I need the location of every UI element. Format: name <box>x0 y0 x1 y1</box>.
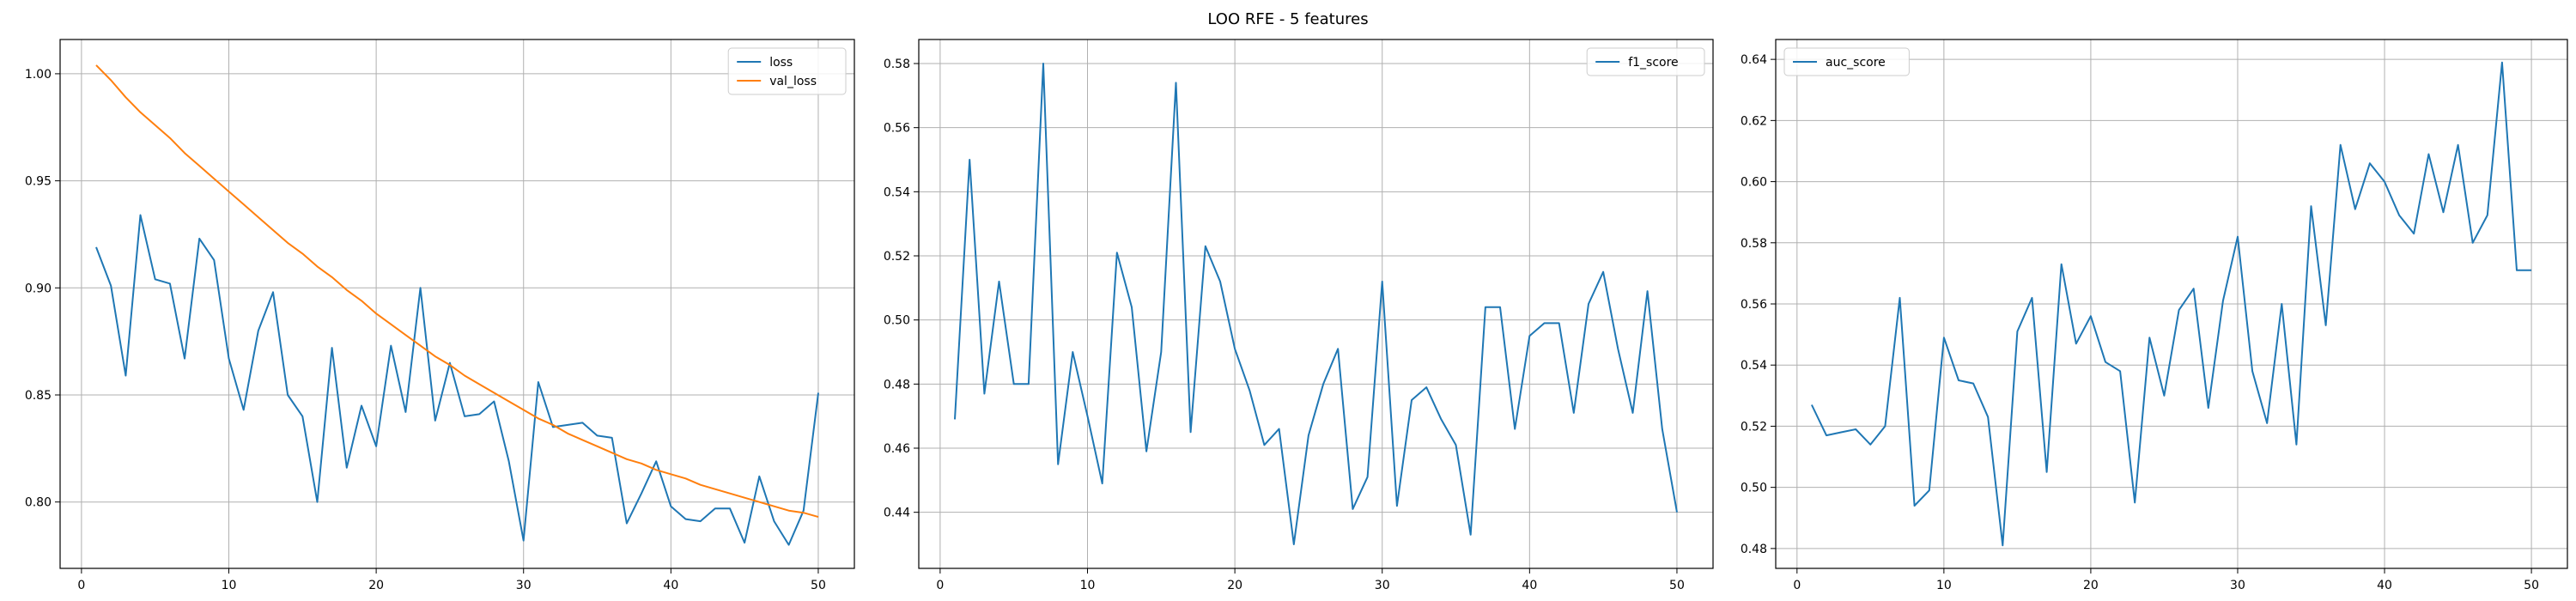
y-tick-label: 1.00 <box>25 68 52 82</box>
x-tick-label: 50 <box>1669 579 1685 592</box>
x-tick-label: 20 <box>368 579 384 592</box>
legend: auc_score <box>1783 47 1910 76</box>
x-tick-label: 0 <box>936 579 944 592</box>
legend-label: f1_score <box>1628 56 1678 70</box>
subplot-1: 0 10 20 30 40 50 0.80 0.85 0.90 0.95 1.00 loss val_l… <box>25 39 855 592</box>
axes-frame <box>59 39 855 569</box>
x-tick-label: 10 <box>1936 579 1952 592</box>
legend-label: auc_score <box>1826 56 1886 70</box>
legend-label: loss <box>769 56 793 70</box>
y-tick-label: 0.60 <box>1741 176 1767 190</box>
y-tick-label: 0.56 <box>884 122 910 136</box>
y-tick-label: 0.50 <box>884 314 910 328</box>
figure-title: LOO RFE - 5 features <box>1207 10 1368 28</box>
y-tick-label: 0.95 <box>25 175 52 189</box>
y-tick-label: 0.54 <box>1741 359 1767 373</box>
x-tick-label: 50 <box>2524 579 2539 592</box>
subplot-2: 0 10 20 30 40 50 0.44 0.46 0.48 0.50 0.52 0.54 0.56 0… <box>884 39 1714 592</box>
x-tick-label: 30 <box>2230 579 2245 592</box>
x-tick-label: 30 <box>1375 579 1390 592</box>
y-tick-label: 0.44 <box>884 507 910 520</box>
y-tick-label: 0.80 <box>25 496 52 510</box>
x-tick-label: 50 <box>811 579 826 592</box>
legend-box <box>1783 47 1910 76</box>
y-tick-label: 0.48 <box>884 378 910 392</box>
y-tick-label: 0.90 <box>25 282 52 295</box>
series-line-loss <box>95 214 819 546</box>
legend: f1_score <box>1586 47 1705 76</box>
axes-frame <box>918 39 1714 569</box>
legend-box <box>1586 47 1705 76</box>
y-tick-label: 0.58 <box>1741 237 1767 251</box>
x-tick-label: 0 <box>1793 579 1801 592</box>
y-tick-label: 0.85 <box>25 389 52 403</box>
y-tick-label: 0.52 <box>884 250 910 264</box>
x-tick-label: 40 <box>1522 579 1537 592</box>
x-tick-label: 0 <box>77 579 85 592</box>
y-tick-label: 0.50 <box>1741 482 1767 495</box>
legend-box <box>727 47 847 95</box>
x-tick-label: 20 <box>1227 579 1242 592</box>
subplots: 0 10 20 30 40 50 0.80 0.85 0.90 0.95 1.00 loss val_l… <box>25 39 2568 592</box>
x-tick-label: 30 <box>516 579 532 592</box>
y-tick-label: 0.64 <box>1741 53 1767 67</box>
x-tick-label: 20 <box>2083 579 2099 592</box>
series-line-auc-score <box>1810 61 2532 547</box>
y-tick-label: 0.54 <box>884 185 910 199</box>
x-tick-label: 40 <box>2377 579 2392 592</box>
y-tick-label: 0.58 <box>884 58 910 71</box>
legend-label: val_loss <box>769 75 817 88</box>
axes-frame <box>1775 39 2568 569</box>
series-line-val-loss <box>95 64 819 519</box>
subplot-3: 0 10 20 30 40 50 0.48 0.50 0.52 0.54 0.56 0.58 0.60 0… <box>1741 39 2568 592</box>
y-tick-label: 0.48 <box>1741 543 1767 556</box>
y-tick-label: 0.46 <box>884 442 910 456</box>
x-tick-label: 10 <box>1080 579 1096 592</box>
x-tick-label: 40 <box>663 579 678 592</box>
y-tick-label: 0.56 <box>1741 298 1767 312</box>
series-line-f1-score <box>954 63 1678 545</box>
x-tick-label: 10 <box>222 579 237 592</box>
y-tick-label: 0.52 <box>1741 420 1767 434</box>
legend: loss val_loss <box>727 47 847 95</box>
y-tick-label: 0.62 <box>1741 114 1767 128</box>
